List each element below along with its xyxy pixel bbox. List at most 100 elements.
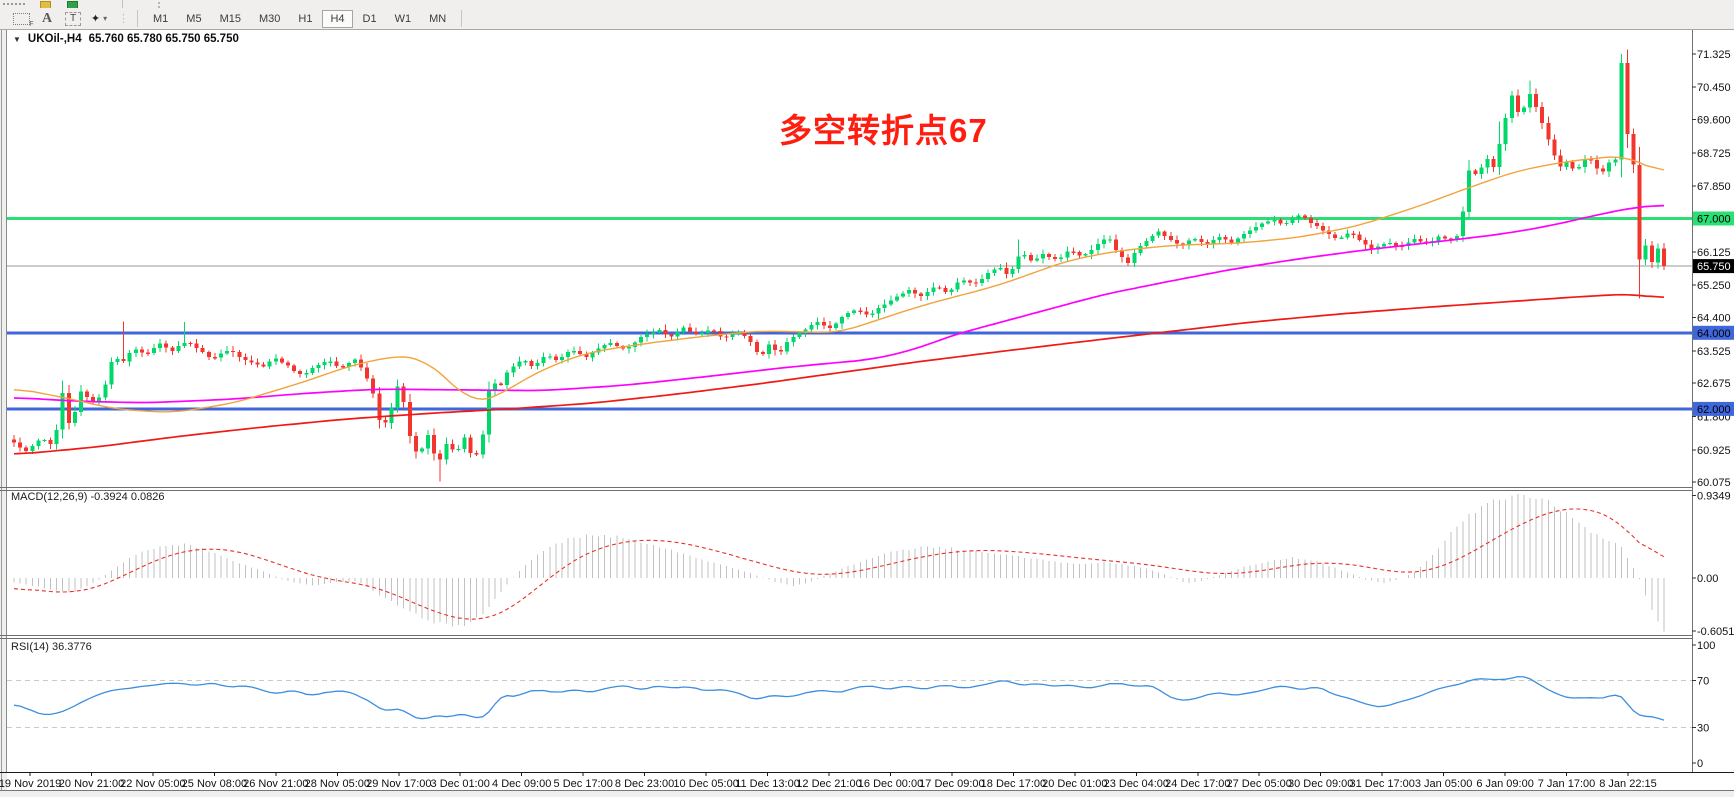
quote-ohlc-label: 65.760 65.780 65.750 65.750 xyxy=(88,33,239,45)
ma-slow-red xyxy=(13,293,1665,455)
time-tick-label: 27 Dec 05:00 xyxy=(1226,778,1291,790)
arrows-icon: ✦ xyxy=(90,13,101,25)
letter-a-icon: A xyxy=(41,10,53,26)
time-tick-label: 10 Dec 05:00 xyxy=(673,778,738,790)
time-tick-label: 5 Dec 17:00 xyxy=(554,778,613,790)
timeframe-button-m1[interactable]: M1 xyxy=(145,10,176,28)
time-tick-label: 4 Dec 09:00 xyxy=(492,778,551,790)
macd-indicator-label: MACD(12,26,9) -0.3924 0.0826 xyxy=(11,491,165,503)
rsi-tick-label: 30 xyxy=(1697,723,1709,735)
price-level-badge xyxy=(1693,211,1734,226)
price-tick-label: 60.925 xyxy=(1697,445,1731,457)
draw-text-label-button[interactable]: T xyxy=(60,9,86,29)
svg-text:62.000: 62.000 xyxy=(1697,404,1731,416)
rsi-line xyxy=(13,675,1665,721)
rsi-indicator-label: RSI(14) 36.3776 xyxy=(11,641,92,653)
price-tick-label: 62.675 xyxy=(1697,378,1731,390)
time-tick-label: 8 Jan 22:15 xyxy=(1599,778,1657,790)
time-tick-label: 18 Dec 17:00 xyxy=(981,778,1046,790)
price-tick-label: 65.250 xyxy=(1697,280,1731,292)
price-tick-label: 70.450 xyxy=(1697,82,1731,94)
time-tick-label: 25 Nov 08:00 xyxy=(182,778,247,790)
macd-tick-label: -0.6051 xyxy=(1697,626,1734,638)
time-tick-label: 31 Dec 17:00 xyxy=(1349,778,1414,790)
timeframe-toolbar: M1 M5 M15 M30 H1 H4 D1 W1 MN xyxy=(144,9,455,28)
time-tick-label: 12 Dec 21:00 xyxy=(796,778,861,790)
rsi-tick-label: 0 xyxy=(1697,758,1703,770)
time-tick-label: 3 Dec 01:00 xyxy=(431,778,490,790)
price-tick-label: 68.725 xyxy=(1697,148,1731,160)
chart-dropdown-icon[interactable]: ▼ xyxy=(13,34,21,44)
rsi-tick-label: 70 xyxy=(1697,675,1709,687)
drawing-toolbar: F A T ✦ ▾ ⋮ M1 M5 M15 M30 H1 H4 D1 W1 MN xyxy=(0,8,1734,30)
chevron-down-icon: ▾ xyxy=(103,14,108,23)
time-tick-label: 29 Nov 17:00 xyxy=(366,778,431,790)
price-level-badge xyxy=(1693,325,1734,340)
price-tick-label: 63.525 xyxy=(1697,346,1731,358)
symbol-period-label: UKOil-,H4 xyxy=(27,33,82,45)
macd-signal-line xyxy=(13,508,1665,620)
time-tick-label: 23 Dec 04:00 xyxy=(1104,778,1169,790)
horizontal-level-lines[interactable] xyxy=(7,217,1692,411)
price-tick-label: 64.400 xyxy=(1697,313,1731,325)
time-tick-label: 20 Nov 21:00 xyxy=(59,778,124,790)
chart-annotation-text[interactable]: 多空转折点67 xyxy=(779,112,988,149)
ma-mid-magenta xyxy=(13,204,1665,404)
price-level-badge xyxy=(1693,401,1734,416)
timeframe-button-h1[interactable]: H1 xyxy=(290,10,320,28)
time-tick-label: 19 Nov 2019 xyxy=(0,778,61,790)
time-tick-label: 3 Jan 05:00 xyxy=(1415,778,1473,790)
time-tick-label: 22 Nov 05:00 xyxy=(120,778,185,790)
time-tick-label: 11 Dec 13:00 xyxy=(735,778,800,790)
time-tick-label: 6 Jan 09:00 xyxy=(1476,778,1534,790)
time-tick-label: 17 Dec 09:00 xyxy=(919,778,984,790)
timeframe-button-h4[interactable]: H4 xyxy=(322,9,353,28)
rsi-panel xyxy=(7,675,1692,729)
time-tick-label: 30 Dec 09:00 xyxy=(1288,778,1353,790)
timeframe-button-m5[interactable]: M5 xyxy=(178,10,209,28)
toolbar-drag-handle-icon xyxy=(3,3,25,9)
timeframe-button-w1[interactable]: W1 xyxy=(387,10,420,28)
toolbar-drag-handle-icon: ⋮ xyxy=(118,13,129,25)
toolbar-separator xyxy=(461,10,463,27)
svg-text:64.000: 64.000 xyxy=(1697,328,1731,340)
grid-tool-button[interactable]: F xyxy=(8,9,34,29)
toolbar-separator xyxy=(137,10,138,27)
time-tick-label: 24 Dec 17:00 xyxy=(1165,778,1230,790)
timeframe-button-mn[interactable]: MN xyxy=(421,10,454,28)
macd-tick-label: 0.9349 xyxy=(1697,491,1731,503)
time-tick-label: 28 Nov 05:00 xyxy=(305,778,370,790)
price-tick-label: 67.850 xyxy=(1697,181,1731,193)
rsi-tick-label: 100 xyxy=(1697,640,1715,652)
macd-tick-label: 0.00 xyxy=(1697,573,1718,585)
price-tick-label: 60.075 xyxy=(1697,477,1731,489)
time-tick-label: 16 Dec 00:00 xyxy=(858,778,923,790)
price-level-badge xyxy=(1693,259,1734,274)
toolbar-separator xyxy=(122,0,123,8)
toolbar-separator xyxy=(158,2,163,8)
price-tick-label: 66.125 xyxy=(1697,247,1731,259)
chart-frame xyxy=(0,30,1734,797)
price-tick-label: 69.600 xyxy=(1697,115,1731,127)
chart-title: ▼ UKOil-,H4 65.760 65.780 65.750 65.750 xyxy=(13,33,239,45)
time-tick-label: 8 Dec 23:00 xyxy=(615,778,674,790)
time-tick-label: 20 Dec 01:00 xyxy=(1042,778,1107,790)
svg-text:67.000: 67.000 xyxy=(1697,214,1731,226)
ma-fast-orange xyxy=(13,156,1665,413)
svg-text:65.750: 65.750 xyxy=(1697,261,1731,273)
timeframe-button-d1[interactable]: D1 xyxy=(355,10,385,28)
price-tick-label: 71.325 xyxy=(1697,49,1731,61)
draw-text-button[interactable]: A xyxy=(34,9,60,29)
letter-t-icon: T xyxy=(64,11,82,26)
timeframe-button-m30[interactable]: M30 xyxy=(251,10,288,28)
time-tick-label: 7 Jan 17:00 xyxy=(1538,778,1596,790)
macd-panel xyxy=(13,494,1665,632)
arrows-tool-button[interactable]: ✦ ▾ xyxy=(86,9,112,29)
price-scale[interactable]: 71.325 70.450 69.600 68.725 67.850 66.125 65.2… xyxy=(1692,49,1734,770)
dotted-grid-icon: F xyxy=(12,12,34,28)
time-tick-label: 26 Nov 21:00 xyxy=(243,778,308,790)
timeframe-button-m15[interactable]: M15 xyxy=(212,10,249,28)
